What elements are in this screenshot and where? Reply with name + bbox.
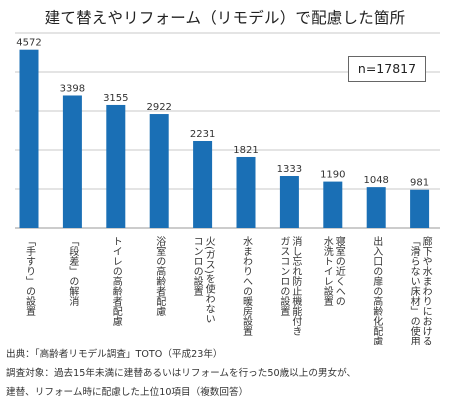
category-label: 出入口の扉の高齢化配慮 — [371, 235, 383, 345]
category-label: 「手すり」の設置 — [24, 236, 36, 316]
category-label: 「段差」の解消 — [67, 236, 79, 307]
bar — [106, 104, 126, 228]
data-label: 1048 — [363, 175, 388, 186]
bar — [323, 181, 343, 228]
bar-chart: 4572 「手すり」の設置 3398 「段差」の解消 3155 トイレの高齢者配慮 2922… — [15, 32, 440, 345]
sample-size-label: n=17817 — [348, 56, 426, 82]
data-label: 2922 — [146, 102, 171, 113]
category-label: トイレの高齢者配慮 — [110, 236, 122, 327]
source-note: 出典：「高齢者リモデル調査」TOTO（平成23年） — [6, 349, 223, 360]
data-label: 981 — [410, 178, 429, 189]
bar — [149, 114, 169, 228]
category-label: 「滑らない床材」の使用 — [408, 236, 420, 345]
category-label: 水まわりへの暖房設置 — [241, 236, 253, 336]
data-label: 1333 — [277, 164, 302, 175]
category-label: 火(ガス)を使わない — [203, 236, 215, 324]
data-label: 3398 — [60, 83, 85, 94]
chart-title: 建て替えやリフォーム（リモデル）で配慮した箇所 — [44, 9, 406, 27]
category-label: ガスコンロの設置 — [278, 236, 290, 316]
bar — [62, 95, 82, 228]
bar — [279, 176, 299, 228]
bar — [366, 187, 386, 228]
category-label: コンロの設置 — [191, 236, 203, 296]
data-label: 1190 — [320, 170, 345, 181]
chart-footer: 出典：「高齢者リモデル調査」TOTO（平成23年） 調査対象：過去15年未満に建… — [6, 345, 446, 402]
category-label: 寝室の近くへの — [333, 235, 345, 306]
category-label: 水洗トイレ設置 — [321, 236, 333, 306]
category-label: 浴室の高齢者配慮 — [154, 236, 166, 317]
survey-note-line-1: 調査対象：過去15年未満に建替あるいはリフォームを行った50歳以上の男女が、 — [6, 368, 357, 379]
data-label: 1821 — [233, 145, 258, 156]
data-label: 4572 — [16, 38, 41, 49]
data-label: 2231 — [190, 129, 215, 140]
bar — [236, 156, 256, 228]
data-label: 3155 — [103, 93, 128, 104]
bar — [19, 49, 39, 228]
category-label: 廊下や水まわりにおける、 — [420, 235, 432, 345]
survey-note-line-2: 建替、リフォーム時に配慮した上位10項目（複数回答） — [6, 387, 249, 398]
bar — [410, 189, 430, 228]
bar — [193, 140, 213, 228]
category-label: 消し忘れ防止機能付き — [290, 235, 302, 336]
